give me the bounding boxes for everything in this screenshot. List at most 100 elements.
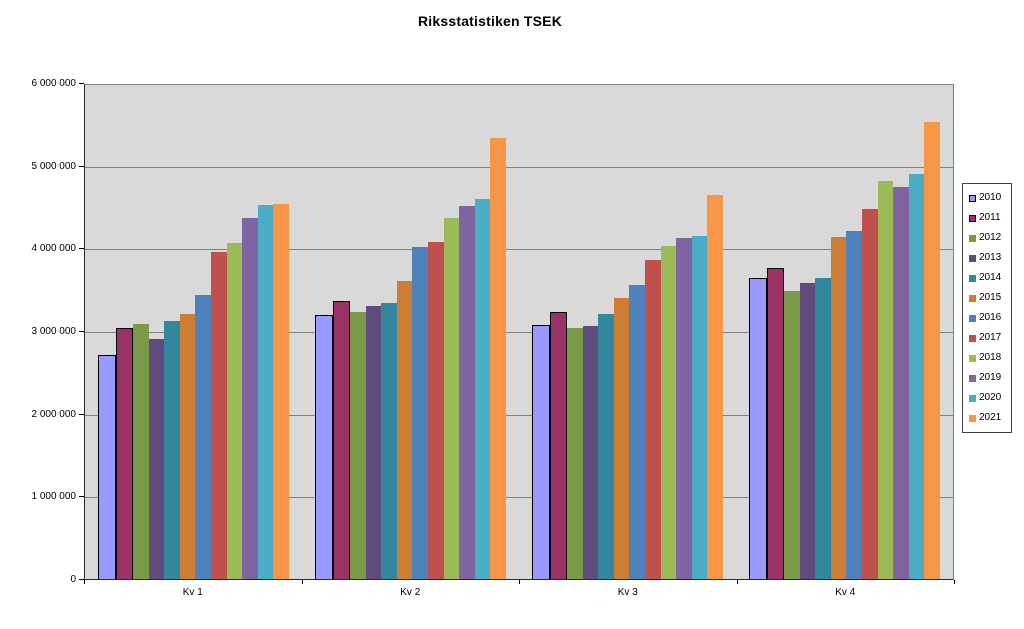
y-axis-label: 6 000 000 [31, 78, 77, 89]
legend-label-2018: 2018 [979, 352, 1002, 363]
y-axis-tick [79, 413, 84, 415]
bar-2019-kv-1 [242, 218, 258, 579]
bar-2016-kv-3 [629, 285, 646, 579]
bar-2013-kv-1 [148, 339, 165, 579]
bar-2021-kv-4 [924, 122, 940, 579]
legend-label-2016: 2016 [979, 312, 1002, 323]
legend-item-2016: 2016 [969, 313, 1009, 323]
y-axis-tick [79, 248, 84, 250]
bar-2015-kv-3 [613, 298, 630, 579]
bar-2020-kv-2 [474, 198, 491, 579]
bar-2012-kv-3 [567, 327, 583, 579]
bar-2013-kv-4 [799, 282, 816, 579]
legend-marker-2014 [969, 274, 976, 282]
legend-item-2020: 2020 [969, 393, 1009, 403]
bar-2015-kv-1 [179, 313, 196, 579]
x-axis-tick [84, 580, 85, 584]
bar-group-kv-1 [85, 85, 302, 579]
legend-marker-2012 [969, 234, 976, 242]
gridline-2000000 [85, 414, 953, 416]
bar-2020-kv-1 [257, 205, 274, 579]
bar-2015-kv-2 [396, 280, 413, 579]
bar-groups [85, 85, 953, 579]
y-axis-label: 2 000 000 [31, 408, 77, 420]
x-axis-tick [301, 580, 303, 584]
bar-2016-kv-4 [846, 230, 863, 579]
y-axis-tick [79, 83, 84, 84]
legend-marker-2015 [969, 294, 976, 302]
bar-group-kv-3 [519, 85, 736, 579]
legend-marker-2011 [969, 214, 976, 222]
bar-2021-kv-2 [490, 137, 506, 579]
bar-2016-kv-2 [412, 247, 429, 579]
gridline-4000000 [85, 249, 953, 251]
y-axis-label: 1 000 000 [31, 491, 77, 503]
bar-2011-kv-2 [332, 301, 351, 579]
bar-2020-kv-4 [908, 173, 925, 579]
bar-2017-kv-4 [862, 208, 878, 579]
legend-item-2011: 2011 [969, 213, 1009, 223]
bar-2017-kv-3 [645, 259, 661, 579]
bar-2013-kv-2 [365, 306, 382, 579]
x-axis-label-kv-2: Kv 2 [400, 587, 421, 598]
legend: 2010 2011 2012 2013 2014 2015 2016 2017 2018 2019… [962, 183, 1012, 433]
bar-2011-kv-3 [549, 312, 568, 579]
bar-2011-kv-4 [766, 268, 785, 579]
legend-item-2012: 2012 [969, 233, 1009, 243]
bar-2010-kv-3 [532, 325, 550, 579]
legend-marker-2016 [969, 314, 976, 322]
plot-area [84, 84, 954, 580]
bar-2020-kv-3 [691, 235, 708, 579]
bar-2016-kv-1 [195, 294, 212, 579]
y-axis-label: 4 000 000 [31, 243, 77, 255]
legend-label-2017: 2017 [979, 332, 1002, 343]
legend-marker-2017 [969, 334, 976, 342]
legend-item-2019: 2019 [969, 373, 1009, 383]
legend-marker-2019 [969, 374, 976, 382]
bar-2014-kv-3 [598, 313, 614, 579]
bar-2019-kv-2 [459, 206, 475, 579]
legend-label-2011: 2011 [979, 212, 1001, 223]
y-axis-tick [79, 165, 84, 167]
bar-2018-kv-3 [660, 246, 677, 579]
bar-2018-kv-2 [443, 217, 460, 579]
x-axis-tick [519, 580, 520, 584]
bar-2019-kv-3 [676, 238, 692, 579]
bar-2014-kv-4 [815, 277, 831, 579]
legend-item-2021: 2021 [969, 413, 1009, 423]
x-axis-label-kv-1: Kv 1 [182, 587, 203, 598]
bar-2012-kv-2 [350, 312, 366, 579]
chart-title: Riksstatistiken TSEK [417, 13, 563, 29]
x-axis-tick [954, 580, 955, 584]
gridline-3000000 [85, 332, 953, 333]
legend-label-2013: 2013 [979, 252, 1002, 263]
legend-marker-2013 [969, 254, 976, 262]
y-axis-tick [79, 496, 84, 498]
legend-label-2015: 2015 [979, 292, 1002, 303]
legend-item-2013: 2013 [969, 253, 1009, 263]
y-axis-label: 0 [70, 574, 76, 585]
bar-2018-kv-4 [877, 181, 894, 579]
bar-2015-kv-4 [830, 236, 847, 579]
bar-group-kv-4 [736, 85, 953, 579]
bar-2019-kv-4 [893, 187, 909, 579]
legend-item-2010: 2010 [969, 193, 1009, 203]
bar-2012-kv-1 [133, 323, 149, 579]
bar-2010-kv-2 [315, 314, 333, 579]
bar-2014-kv-1 [164, 321, 180, 579]
legend-item-2014: 2014 [969, 273, 1009, 283]
legend-item-2017: 2017 [969, 333, 1009, 343]
bar-2021-kv-3 [707, 195, 723, 579]
legend-item-2015: 2015 [969, 293, 1009, 303]
legend-label-2021: 2021 [979, 412, 1002, 423]
legend-item-2018: 2018 [969, 353, 1009, 363]
x-axis-label-kv-3: Kv 3 [617, 587, 638, 598]
x-axis-label-kv-4: Kv 4 [835, 587, 856, 598]
legend-marker-2020 [969, 394, 976, 402]
bar-2017-kv-2 [428, 242, 444, 579]
bar-2012-kv-4 [784, 290, 800, 579]
legend-label-2020: 2020 [979, 392, 1002, 403]
legend-label-2012: 2012 [979, 232, 1002, 243]
legend-marker-2018 [969, 354, 976, 362]
